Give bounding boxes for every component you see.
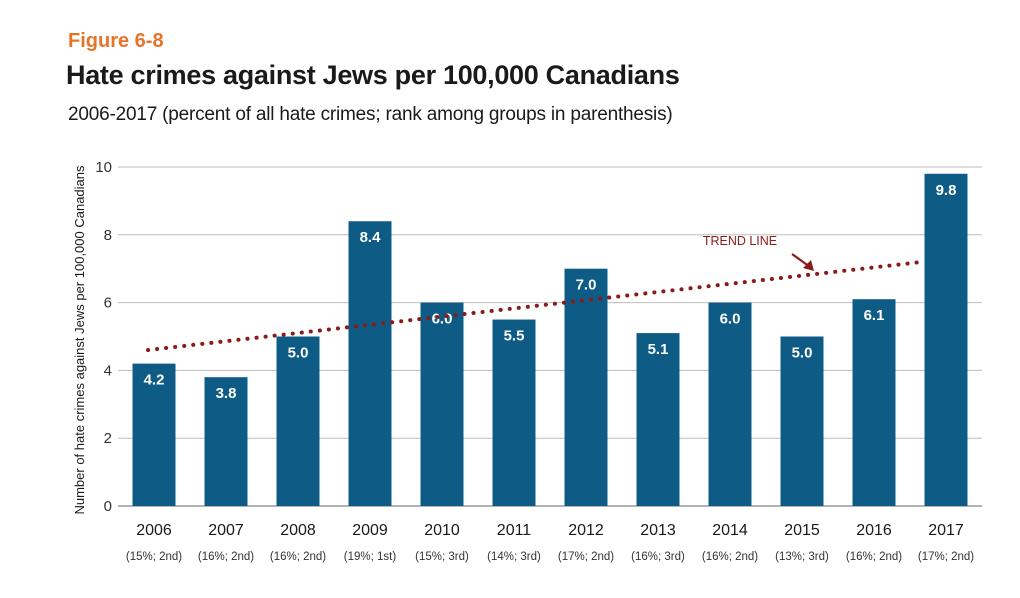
x-tick-sublabel: (15%; 3rd) [415,551,469,563]
bar [924,173,968,506]
bar-value-label: 5.0 [792,345,813,362]
x-tick-sublabel: (17%; 2nd) [558,551,614,563]
bar [276,336,320,506]
bar [564,268,608,506]
bar-value-label: 6.0 [720,311,741,328]
gridlines [118,166,982,507]
x-tick-sublabel: (16%; 2nd) [270,551,326,563]
x-tick-label: 2006 [136,522,172,539]
x-tick-sublabel: (16%; 3rd) [631,551,685,563]
bar-value-label: 7.0 [576,277,597,294]
bar-value-label: 3.8 [216,385,237,402]
bar [780,336,824,506]
figure-label: Figure 6-8 [68,30,164,52]
bar-value-label: 8.4 [360,229,382,246]
x-axis: 2006 (15%; 2nd) 2007 (16%; 2nd) 2008 (16%; 2n… [126,522,974,563]
chart-subtitle: 2006-2017 (percent of all hate crimes; r… [68,104,673,125]
x-tick-sublabel: (19%; 1st) [344,551,397,563]
bar [348,221,392,507]
x-tick-sublabel: (16%; 2nd) [702,551,758,563]
x-tick-label: 2012 [568,522,604,539]
bar [420,302,464,506]
bar [492,319,536,506]
y-tick-label: 8 [104,227,112,244]
x-tick-sublabel: (13%; 3rd) [775,551,829,563]
x-tick-sublabel: (16%; 2nd) [198,551,254,563]
x-tick-sublabel: (17%; 2nd) [918,551,974,563]
bar-value-label: 5.0 [288,345,309,362]
x-tick-label: 2017 [928,522,964,539]
y-tick-label: 2 [104,430,112,447]
x-tick-sublabel: (15%; 2nd) [126,551,182,563]
bar [708,302,752,506]
x-tick-label: 2015 [784,522,820,539]
bar-value-label: 6.1 [864,307,885,324]
y-tick-label: 4 [104,362,112,379]
x-tick-label: 2014 [712,522,748,539]
x-tick-label: 2010 [424,522,460,539]
y-axis: 0 2 4 6 8 10 [95,159,112,515]
bars: 4.2 3.8 5.0 8.4 6.0 5.5 7.0 5.1 6.0 5.0 6.1 9.8 [132,173,968,507]
bar-value-label: 5.5 [504,328,525,345]
trend-line-label: TREND LINE [703,234,777,248]
y-axis-label: Number of hate crimes against Jews per 1… [72,165,87,515]
x-tick-label: 2009 [352,522,388,539]
bar [636,333,680,506]
x-tick-label: 2016 [856,522,892,539]
x-tick-label: 2013 [640,522,676,539]
y-tick-label: 10 [95,159,112,176]
y-tick-label: 0 [104,498,112,515]
bar [852,299,896,506]
trend-line-path [146,259,924,353]
chart-title: Hate crimes against Jews per 100,000 Can… [66,60,680,90]
bar-value-label: 9.8 [936,182,957,199]
x-tick-label: 2008 [280,522,316,539]
x-tick-label: 2011 [497,522,532,539]
trend-arrow-head [803,259,814,271]
bar-value-label: 6.0 [432,311,453,328]
x-tick-sublabel: (16%; 2nd) [846,551,902,563]
bar [204,377,248,506]
trend-line: TREND LINE [146,234,924,353]
bar-value-label: 4.2 [144,372,165,389]
x-tick-sublabel: (14%; 3rd) [487,551,541,563]
bar-value-label: 5.1 [648,341,669,358]
bar [132,363,176,506]
x-tick-label: 2007 [208,522,244,539]
y-tick-label: 6 [104,295,112,312]
